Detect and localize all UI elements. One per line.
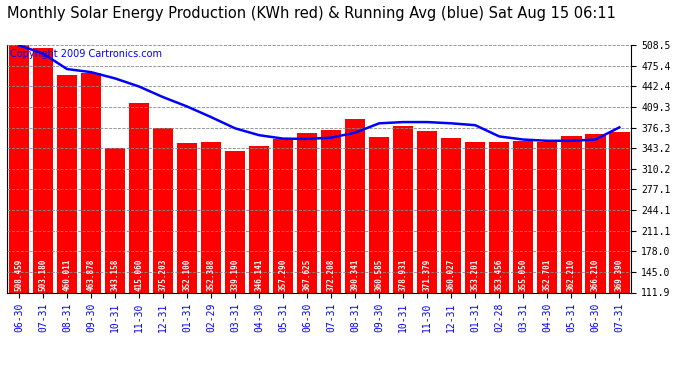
Text: 357.290: 357.290 — [279, 259, 288, 291]
Text: 352.100: 352.100 — [183, 259, 192, 291]
Text: 352.701: 352.701 — [543, 259, 552, 291]
Bar — [273, 140, 293, 292]
Text: 343.158: 343.158 — [110, 259, 119, 291]
Bar — [441, 138, 462, 292]
Bar — [609, 132, 629, 292]
Bar — [249, 146, 269, 292]
Text: 360.027: 360.027 — [446, 259, 455, 291]
Bar — [152, 128, 173, 292]
Text: 508.459: 508.459 — [14, 259, 23, 291]
Bar — [32, 48, 53, 292]
Text: 390.341: 390.341 — [351, 259, 359, 291]
Bar — [57, 75, 77, 292]
Text: 503.180: 503.180 — [39, 259, 48, 291]
Text: 463.878: 463.878 — [86, 259, 95, 291]
Text: 362.210: 362.210 — [566, 259, 576, 291]
Bar — [417, 130, 437, 292]
Text: 360.585: 360.585 — [375, 259, 384, 291]
Text: 369.390: 369.390 — [615, 259, 624, 291]
Text: 378.931: 378.931 — [399, 259, 408, 291]
Text: 353.456: 353.456 — [495, 259, 504, 291]
Text: 339.190: 339.190 — [230, 259, 239, 291]
Bar — [393, 126, 413, 292]
Text: 352.388: 352.388 — [206, 259, 215, 291]
Text: 372.208: 372.208 — [326, 259, 335, 291]
Text: Monthly Solar Energy Production (KWh red) & Running Avg (blue) Sat Aug 15 06:11: Monthly Solar Energy Production (KWh red… — [7, 6, 615, 21]
Text: 415.060: 415.060 — [135, 259, 144, 291]
Text: 371.379: 371.379 — [423, 259, 432, 291]
Text: 353.201: 353.201 — [471, 259, 480, 291]
Bar — [9, 45, 29, 292]
Bar — [369, 137, 389, 292]
Bar — [81, 73, 101, 292]
Bar — [345, 119, 366, 292]
Bar — [321, 130, 342, 292]
Text: Copyright 2009 Cartronics.com: Copyright 2009 Cartronics.com — [10, 49, 162, 59]
Bar — [585, 134, 606, 292]
Bar — [297, 133, 317, 292]
Text: 366.210: 366.210 — [591, 259, 600, 291]
Bar — [201, 142, 221, 292]
Text: 367.625: 367.625 — [303, 259, 312, 291]
Bar — [129, 103, 149, 292]
Bar — [489, 142, 509, 292]
Bar — [177, 142, 197, 292]
Text: 355.050: 355.050 — [519, 259, 528, 291]
Text: 346.141: 346.141 — [255, 259, 264, 291]
Bar — [513, 141, 533, 292]
Bar — [465, 142, 486, 292]
Text: 375.203: 375.203 — [159, 259, 168, 291]
Text: 460.011: 460.011 — [62, 259, 72, 291]
Bar — [225, 151, 245, 292]
Bar — [561, 136, 582, 292]
Bar — [537, 142, 558, 292]
Bar — [105, 148, 125, 292]
